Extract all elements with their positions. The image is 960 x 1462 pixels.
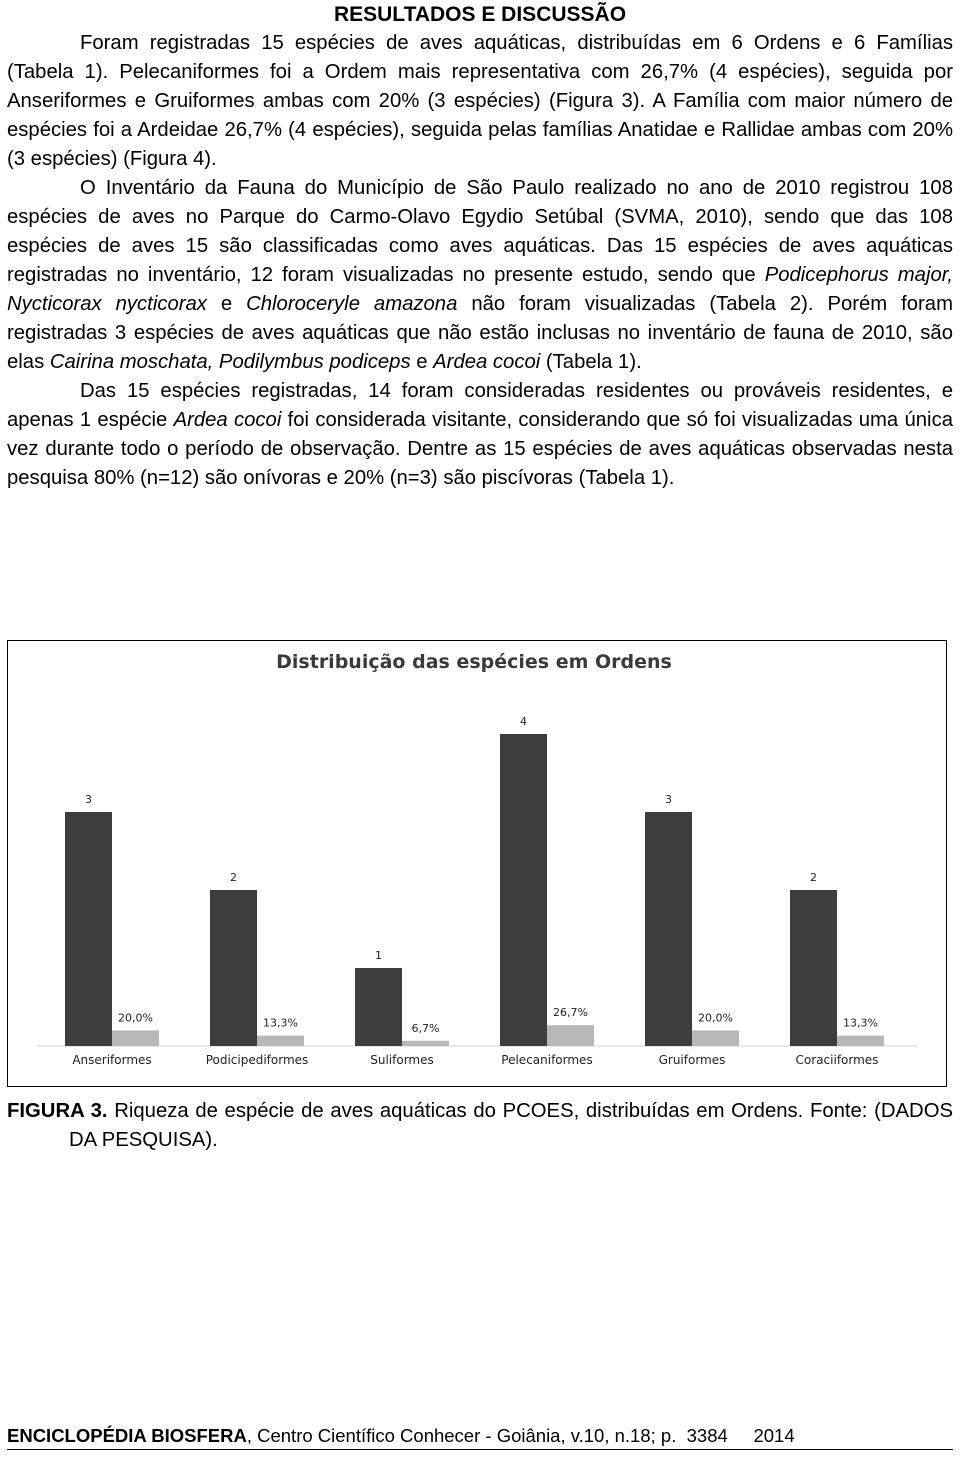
data-label: 3 bbox=[665, 793, 672, 806]
paragraph: Foram registradas 15 espécies de aves aq… bbox=[7, 29, 953, 174]
bar bbox=[692, 1030, 739, 1046]
footer: ENCICLOPÉDIA BIOSFERA, Centro Científico… bbox=[7, 1423, 953, 1450]
bar bbox=[402, 1040, 449, 1046]
data-label: 4 bbox=[520, 715, 527, 728]
data-label: 6,7% bbox=[412, 1022, 440, 1035]
data-label: 13,3% bbox=[263, 1017, 298, 1030]
data-label: 2 bbox=[230, 871, 237, 884]
journal: ENCICLOPÉDIA BIOSFERA bbox=[7, 1425, 247, 1446]
data-label: 3 bbox=[85, 793, 92, 806]
text-run: e bbox=[410, 351, 434, 373]
bar bbox=[837, 1035, 884, 1046]
data-label: 13,3% bbox=[843, 1017, 878, 1030]
body-text: Foram registradas 15 espécies de aves aq… bbox=[7, 29, 953, 493]
text-run: Ardea cocoi bbox=[173, 409, 282, 431]
x-tick-label: Podicipediformes bbox=[206, 1053, 309, 1067]
data-label: 1 bbox=[375, 949, 382, 962]
caption-text: Riqueza de espécie de aves aquáticas do … bbox=[69, 1100, 953, 1151]
text-run: Podicephorus major, Nycticorax nycticora… bbox=[7, 264, 953, 315]
text-run: Ardea cocoi bbox=[433, 351, 541, 373]
bar bbox=[645, 812, 692, 1046]
text-run: não foram visualizadas (Tabela 2). Porém… bbox=[7, 293, 953, 373]
x-tick-label: Coraciiformes bbox=[796, 1053, 879, 1067]
paragraph: O Inventário da Fauna do Município de Sã… bbox=[7, 174, 953, 377]
bar bbox=[65, 812, 112, 1046]
bar bbox=[790, 890, 837, 1046]
text-run: Das 15 espécies registradas, 14 foram co… bbox=[7, 380, 953, 431]
text-run: Chloroceryle amazona bbox=[246, 293, 458, 315]
text-run: O Inventário da Fauna do Município de Sã… bbox=[7, 177, 953, 286]
caption-label: FIGURA 3. bbox=[7, 1100, 108, 1122]
heading: RESULTADOS E DISCUSSÃO bbox=[333, 3, 627, 26]
caption: FIGURA 3. Riqueza de espécie de aves aqu… bbox=[7, 1097, 953, 1155]
bar bbox=[257, 1035, 304, 1046]
data-label: 20,0% bbox=[118, 1011, 153, 1024]
x-tick-label: Suliformes bbox=[370, 1053, 434, 1067]
data-label: 2 bbox=[810, 871, 817, 884]
bar bbox=[210, 890, 257, 1046]
x-tick-label: Pelecaniformes bbox=[501, 1053, 592, 1067]
chart-title: Distribuição das espécies em Ordens bbox=[276, 651, 672, 673]
paragraph: Das 15 espécies registradas, 14 foram co… bbox=[7, 377, 953, 493]
data-label: 26,7% bbox=[553, 1006, 588, 1019]
year: 2014 bbox=[753, 1425, 795, 1446]
bar bbox=[355, 968, 402, 1046]
data-label: 20,0% bbox=[698, 1011, 733, 1024]
text-run: foi considerada visitante, considerando … bbox=[7, 409, 953, 489]
text-run: (Tabela 1). bbox=[540, 351, 642, 373]
text-run: Foram registradas 15 espécies de aves aq… bbox=[7, 32, 953, 170]
bar bbox=[112, 1030, 159, 1046]
chart: Distribuição das espécies em Ordens Anse… bbox=[7, 640, 947, 1087]
page-number: 3384 bbox=[686, 1425, 728, 1446]
footer-details: , Centro Científico Conhecer - Goiânia, … bbox=[246, 1425, 677, 1446]
x-tick-label: Gruiformes bbox=[659, 1053, 726, 1067]
bar bbox=[500, 734, 547, 1046]
text-run: Cairina moschata, Podilymbus podiceps bbox=[49, 351, 411, 373]
bar bbox=[547, 1025, 594, 1046]
x-tick-label: Anseriformes bbox=[72, 1053, 151, 1067]
text-run: e bbox=[206, 293, 247, 315]
